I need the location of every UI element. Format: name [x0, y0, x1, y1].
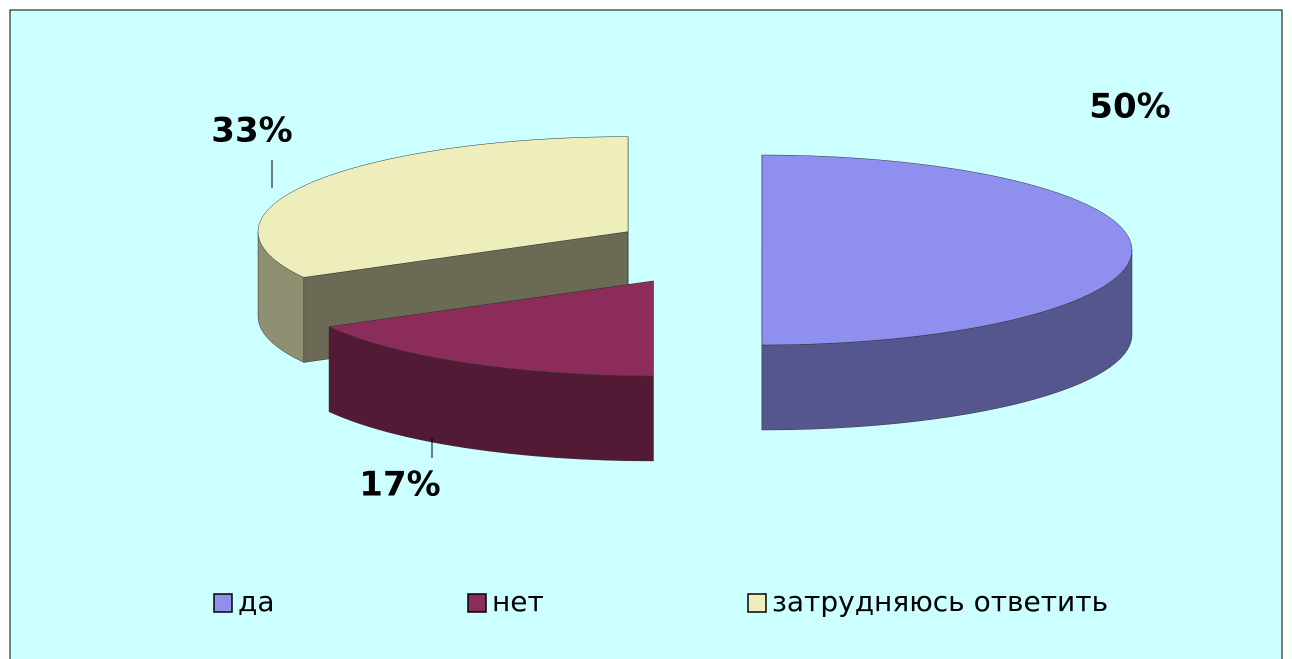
value-label: 50% [1089, 87, 1170, 127]
pie-slice [328, 280, 654, 462]
legend-label: нет [492, 585, 544, 618]
pie-slice [761, 154, 1133, 431]
legend-label: затрудняюсь ответить [772, 585, 1108, 618]
legend-swatch [747, 593, 767, 613]
legend-swatch [213, 593, 233, 613]
legend-label: да [238, 585, 275, 618]
slice-top [761, 154, 1133, 346]
value-label: 33% [211, 111, 292, 151]
slice-top [257, 136, 629, 278]
legend-swatch [467, 593, 487, 613]
value-label: 17% [359, 465, 440, 505]
slice-top [328, 280, 654, 377]
